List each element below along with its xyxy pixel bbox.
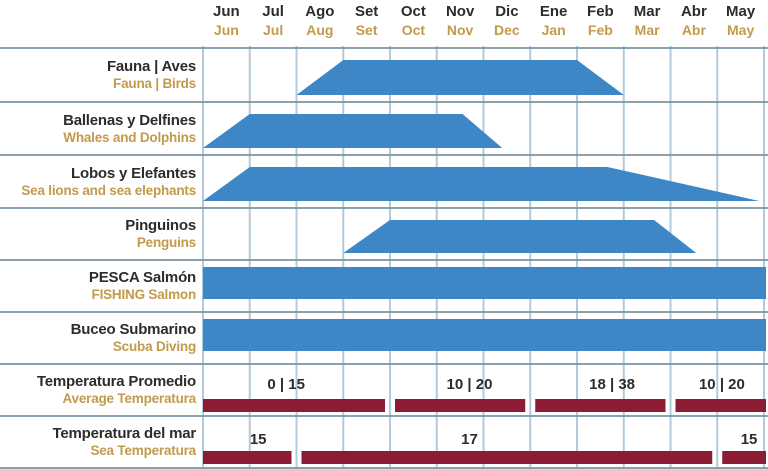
temperature-bar	[301, 451, 713, 464]
month-label-es: Mar	[633, 3, 661, 20]
month-label-en: Aug	[306, 22, 334, 38]
season-shape-2	[203, 167, 760, 201]
row-label-es: Fauna | Aves	[106, 58, 196, 75]
season-shape-3	[343, 220, 697, 253]
month-column-dic: Dic Dec	[484, 3, 531, 39]
month-label-es: Oct	[400, 3, 426, 20]
row-label-es: Pinguinos	[125, 217, 196, 234]
month-column-abr: Abr Abr	[671, 3, 718, 39]
temperature-value-label: 10 | 20	[698, 376, 745, 393]
month-label-en: Abr	[681, 22, 706, 38]
temperature-bar	[203, 399, 385, 412]
row-label-es: Temperatura Promedio	[36, 373, 196, 390]
month-column-may: May May	[717, 3, 764, 39]
temperature-bar	[535, 399, 666, 412]
temperature-value-label: 18 | 38	[589, 376, 636, 393]
row-label-6: Temperatura Promedio Average Temperatura	[0, 364, 196, 416]
month-label-en: Set	[355, 22, 378, 38]
month-column-jun: Jun Jun	[203, 3, 250, 39]
month-label-en: Jun	[213, 22, 239, 38]
temperature-bar	[203, 451, 292, 464]
month-label-es: Feb	[587, 3, 614, 20]
row-label-4: PESCA Salmón FISHING Salmon	[0, 260, 196, 312]
row-label-7: Temperatura del mar Sea Temperatura	[0, 416, 197, 468]
season-bar-5	[203, 319, 766, 351]
row-label-en: FISHING Salmon	[91, 287, 197, 302]
month-label-en: May	[727, 22, 755, 38]
month-label-en: Mar	[634, 22, 660, 38]
row-label-es: Buceo Submarino	[70, 321, 197, 338]
row-label-en: Sea Temperatura	[90, 443, 196, 458]
month-column-ago: Ago Aug	[297, 3, 344, 39]
temperature-bar	[395, 399, 526, 412]
month-label-es: Jul	[262, 3, 284, 20]
temperature-value-label: 17	[461, 431, 478, 448]
month-column-nov: Nov Nov	[437, 3, 484, 39]
season-shape-1	[203, 114, 503, 148]
row-label-3: Pinguinos Penguins	[0, 208, 196, 260]
row-label-0: Fauna | Aves Fauna | Birds	[0, 48, 196, 102]
season-bar-4	[203, 267, 766, 299]
month-column-set: Set Set	[343, 3, 390, 39]
row-label-en: Penguins	[136, 235, 196, 250]
temperature-value-label: 15	[740, 431, 758, 448]
month-label-es: Abr	[680, 3, 707, 20]
temperature-value-label: 10 | 20	[446, 376, 493, 393]
temperature-value-label: 15	[249, 431, 267, 448]
month-column-mar: Mar Mar	[624, 3, 671, 39]
row-label-2: Lobos y Elefantes Sea lions and sea eleph…	[0, 155, 196, 208]
month-label-es: Ago	[305, 3, 335, 20]
temperature-bar	[722, 451, 766, 464]
month-label-es: Ene	[539, 3, 568, 20]
month-column-jul: Jul Jul	[250, 3, 297, 39]
row-label-en: Scuba Diving	[112, 339, 196, 354]
month-column-ene: Ene Jan	[530, 3, 577, 39]
month-label-en: Oct	[401, 22, 426, 38]
row-label-es: PESCA Salmón	[88, 269, 196, 286]
row-label-en: Fauna | Birds	[113, 76, 196, 91]
month-label-es: Jun	[213, 3, 240, 20]
row-label-es: Lobos y Elefantes	[71, 164, 196, 182]
season-shape-0	[296, 60, 624, 95]
row-label-en: Sea lions and sea elephants	[21, 182, 196, 198]
row-label-en: Whales and Dolphins	[63, 129, 196, 145]
row-label-es: Temperatura del mar	[52, 425, 197, 442]
row-label-es: Ballenas y Delfines	[63, 111, 196, 129]
temperature-bar	[675, 399, 766, 412]
temperature-value-label: 0 | 15	[267, 376, 305, 393]
row-label-1: Ballenas y Delfines Whales and Dolphins	[0, 102, 196, 155]
month-label-es: Nov	[445, 3, 475, 20]
month-column-oct: Oct Oct	[390, 3, 437, 39]
row-label-5: Buceo Submarino Scuba Diving	[0, 312, 197, 364]
month-label-es: May	[726, 3, 756, 20]
month-label-es: Dic	[495, 3, 519, 20]
month-label-en: Feb	[587, 22, 613, 38]
month-label-en: Dec	[494, 22, 520, 38]
row-label-en: Average Temperatura	[62, 391, 196, 406]
month-label-en: Jan	[541, 22, 566, 38]
month-label-es: Set	[354, 3, 379, 20]
month-column-feb: Feb Feb	[577, 3, 624, 39]
month-label-en: Nov	[446, 22, 474, 38]
month-label-en: Jul	[263, 22, 284, 38]
